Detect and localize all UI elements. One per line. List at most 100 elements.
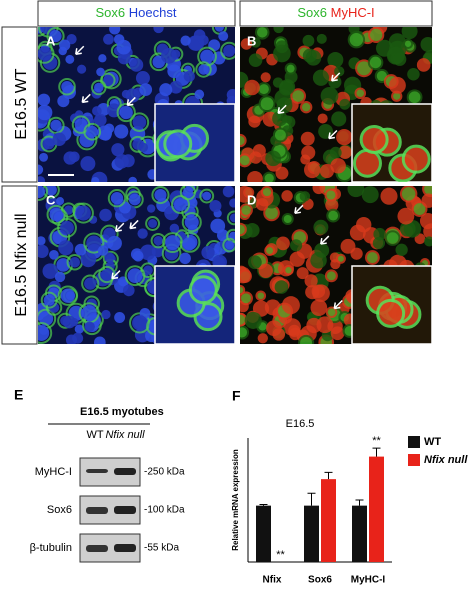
cell: [274, 280, 289, 294]
cell: [181, 212, 202, 233]
cell: [46, 27, 65, 46]
cell: [256, 27, 268, 38]
cell: [222, 186, 235, 198]
cell: [179, 252, 191, 265]
blot-size: -250 kDa: [144, 467, 185, 478]
cell: [337, 255, 344, 262]
cell: [361, 186, 379, 204]
cell: [202, 191, 212, 201]
cell: [116, 102, 136, 123]
cell: [93, 82, 104, 93]
cell: [153, 235, 163, 246]
x-tick-label: Nfix: [263, 575, 282, 586]
cell: [240, 224, 245, 235]
cell: [110, 192, 124, 205]
cell: [302, 103, 311, 112]
cell: [114, 124, 129, 139]
cell: [316, 316, 334, 334]
cell: [184, 215, 199, 230]
cell: [330, 158, 346, 174]
cell: [339, 98, 351, 110]
cell: [160, 47, 177, 64]
cell: [199, 188, 215, 204]
cell: [276, 97, 293, 114]
inset-cell: [359, 124, 389, 154]
error-bar: [324, 471, 333, 480]
panel-letter: B: [247, 33, 256, 48]
cell: [97, 245, 109, 256]
cell: [38, 104, 53, 121]
cell: [404, 40, 412, 47]
cell: [42, 263, 59, 279]
cell: [74, 324, 84, 334]
cell: [129, 58, 144, 72]
cell: [125, 88, 140, 103]
cell: [300, 131, 315, 146]
cell: [122, 284, 135, 297]
x-tick-label: MyHC-I: [351, 575, 386, 586]
cell: [75, 205, 91, 221]
x-tick-label: Sox6: [308, 575, 332, 586]
cell: [281, 190, 293, 202]
cell: [164, 205, 179, 221]
cell: [275, 166, 289, 180]
cell: [330, 326, 345, 341]
cell: [372, 236, 386, 250]
chart-title: E16.5: [286, 418, 315, 430]
cell: [132, 250, 144, 262]
cell: [70, 317, 79, 327]
cell: [312, 186, 326, 195]
cell: [77, 64, 87, 74]
cell: [150, 232, 166, 249]
cell: [180, 35, 191, 46]
cell: [98, 265, 116, 284]
cell: [197, 46, 217, 67]
cell: [128, 193, 141, 206]
cell: [340, 238, 356, 254]
cell: [43, 294, 55, 306]
cell: [289, 239, 303, 252]
cell: [38, 244, 49, 259]
cell: [258, 263, 273, 278]
cell: [292, 90, 305, 102]
cell: [248, 115, 261, 128]
cell: [338, 145, 352, 160]
cell: [68, 151, 80, 163]
cell: [319, 164, 334, 179]
cell: [162, 232, 184, 254]
cell: [86, 125, 99, 138]
cell: [316, 33, 327, 44]
band: [114, 544, 136, 552]
cell: [57, 285, 79, 306]
cell: [347, 186, 365, 198]
cell: [102, 75, 113, 86]
cell: [200, 49, 214, 64]
cell: [151, 186, 170, 205]
cell: [388, 76, 406, 94]
cell: [214, 27, 224, 32]
cell: [301, 145, 316, 160]
cell: [395, 243, 408, 256]
cell: [210, 218, 226, 234]
cell: [83, 232, 105, 254]
blot-size: -100 kDa: [144, 505, 185, 516]
cell: [310, 252, 327, 269]
cell: [135, 71, 150, 86]
cell: [285, 267, 292, 274]
cell: [397, 207, 415, 225]
bar: [321, 479, 336, 562]
cell: [38, 46, 52, 61]
cell: [84, 321, 95, 332]
cell: [38, 324, 50, 341]
bar: [352, 505, 367, 562]
cell: [226, 210, 235, 226]
cell: [47, 116, 65, 134]
cell: [113, 34, 125, 45]
cell: [375, 39, 393, 57]
cell: [107, 235, 122, 251]
col-header: Sox6 MyHC-I: [297, 5, 374, 20]
cell: [201, 245, 215, 260]
cell: [169, 223, 180, 234]
cell: [305, 49, 322, 66]
cell: [229, 198, 235, 208]
